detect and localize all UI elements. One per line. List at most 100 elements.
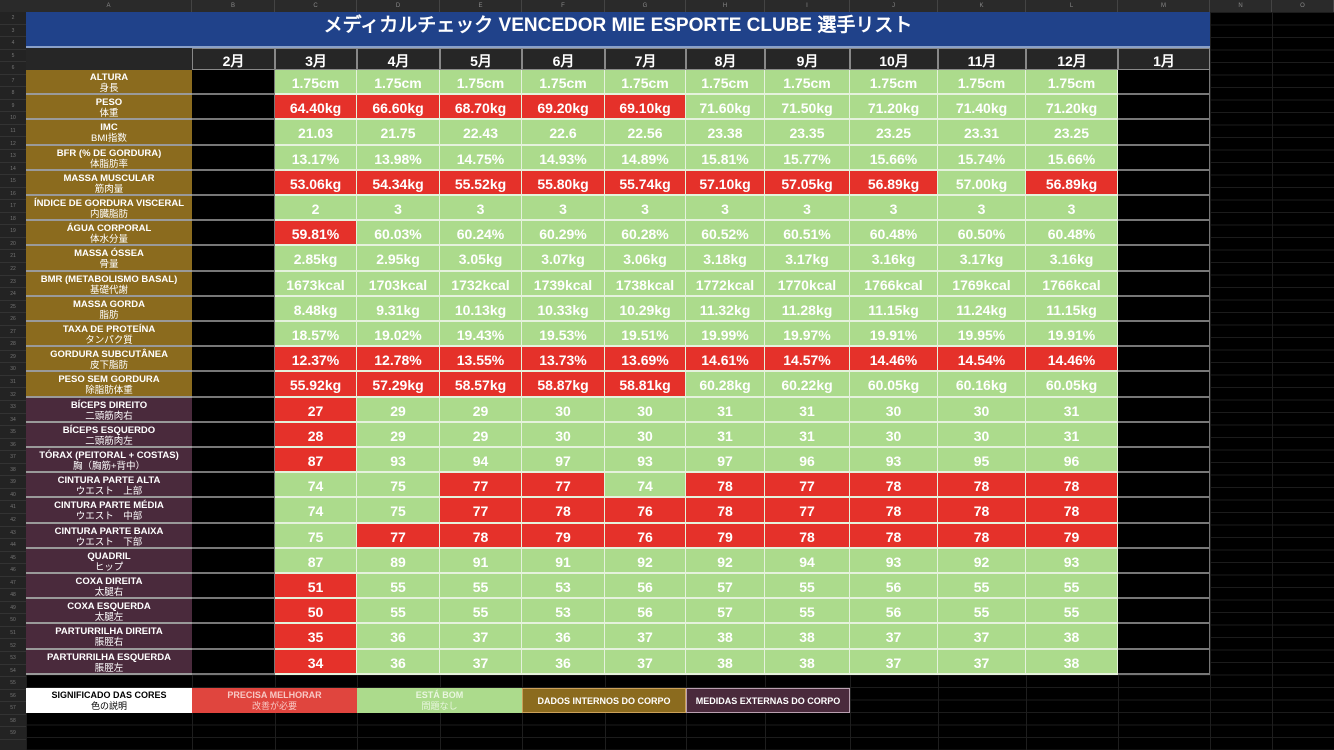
value-cell[interactable]: 60.24%: [440, 221, 522, 247]
row-number[interactable]: 5: [0, 50, 26, 63]
value-cell[interactable]: 1739kcal: [522, 271, 605, 297]
column-letter[interactable]: N: [1210, 0, 1272, 12]
value-cell[interactable]: 10.13kg: [440, 296, 522, 322]
value-cell[interactable]: 1.75cm: [440, 70, 522, 96]
row-number[interactable]: 57: [0, 702, 26, 715]
value-cell[interactable]: 19.91%: [850, 322, 938, 348]
value-cell[interactable]: 29: [440, 397, 522, 423]
value-cell[interactable]: 50: [275, 599, 357, 625]
value-cell[interactable]: 11.15kg: [850, 296, 938, 322]
value-cell[interactable]: 55: [765, 574, 850, 600]
value-cell[interactable]: 55: [938, 599, 1026, 625]
value-cell[interactable]: 31: [686, 397, 765, 423]
value-cell[interactable]: 60.05kg: [850, 372, 938, 398]
value-cell[interactable]: 31: [686, 422, 765, 448]
row-number[interactable]: 11: [0, 125, 26, 138]
value-cell-empty[interactable]: [1118, 322, 1210, 348]
value-cell[interactable]: 92: [605, 548, 686, 574]
month-header[interactable]: 10月: [850, 48, 938, 70]
row-number[interactable]: 35: [0, 426, 26, 439]
value-cell[interactable]: 36: [522, 624, 605, 650]
metric-label[interactable]: QUADRIL ヒップ: [26, 548, 192, 574]
value-cell-empty[interactable]: [192, 322, 275, 348]
value-cell-empty[interactable]: [192, 95, 275, 121]
row-number[interactable]: 19: [0, 225, 26, 238]
column-letter[interactable]: L: [1026, 0, 1118, 12]
value-cell[interactable]: 12.37%: [275, 347, 357, 373]
value-cell[interactable]: 19.91%: [1026, 322, 1118, 348]
value-cell[interactable]: 55.80kg: [522, 170, 605, 196]
column-letter[interactable]: M: [1118, 0, 1210, 12]
value-cell[interactable]: 23.35: [765, 120, 850, 146]
value-cell[interactable]: 1738kcal: [605, 271, 686, 297]
row-number[interactable]: 9: [0, 100, 26, 113]
value-cell[interactable]: 37: [605, 624, 686, 650]
value-cell[interactable]: 57: [686, 574, 765, 600]
column-letter[interactable]: F: [522, 0, 605, 12]
value-cell[interactable]: 3: [686, 196, 765, 222]
value-cell[interactable]: 15.74%: [938, 145, 1026, 171]
value-cell[interactable]: 30: [605, 422, 686, 448]
value-cell[interactable]: 78: [522, 498, 605, 524]
value-cell[interactable]: 1.75cm: [765, 70, 850, 96]
value-cell[interactable]: 35: [275, 624, 357, 650]
value-cell[interactable]: 19.99%: [686, 322, 765, 348]
value-cell-empty[interactable]: [192, 448, 275, 474]
value-cell[interactable]: 23.25: [850, 120, 938, 146]
value-cell[interactable]: 10.33kg: [522, 296, 605, 322]
value-cell[interactable]: 53.06kg: [275, 170, 357, 196]
value-cell[interactable]: 3: [605, 196, 686, 222]
value-cell[interactable]: 21.03: [275, 120, 357, 146]
value-cell-empty[interactable]: [1118, 95, 1210, 121]
value-cell[interactable]: 30: [938, 397, 1026, 423]
metric-label[interactable]: PESO SEM GORDURA 除脂肪体重: [26, 372, 192, 398]
value-cell[interactable]: 78: [938, 523, 1026, 549]
value-cell[interactable]: 19.53%: [522, 322, 605, 348]
row-number[interactable]: 45: [0, 552, 26, 565]
value-cell[interactable]: 8.48kg: [275, 296, 357, 322]
value-cell-empty[interactable]: [192, 523, 275, 549]
value-cell[interactable]: 31: [765, 397, 850, 423]
row-number[interactable]: 41: [0, 501, 26, 514]
column-letter[interactable]: C: [275, 0, 357, 12]
metric-label[interactable]: PESO 体重: [26, 95, 192, 121]
value-cell[interactable]: 75: [357, 498, 440, 524]
value-cell[interactable]: 1673kcal: [275, 271, 357, 297]
row-number[interactable]: 31: [0, 376, 26, 389]
value-cell[interactable]: 74: [605, 473, 686, 499]
value-cell[interactable]: 12.78%: [357, 347, 440, 373]
month-header[interactable]: 12月: [1026, 48, 1118, 70]
column-letter[interactable]: B: [192, 0, 275, 12]
value-cell[interactable]: 78: [938, 498, 1026, 524]
value-cell[interactable]: 36: [357, 649, 440, 675]
value-cell[interactable]: 3.18kg: [686, 246, 765, 272]
row-number[interactable]: 46: [0, 564, 26, 577]
row-number[interactable]: 59: [0, 727, 26, 740]
value-cell[interactable]: 57.05kg: [765, 170, 850, 196]
metric-label[interactable]: TÓRAX (PEITORAL + COSTAS) 胸（胸筋+背中）: [26, 448, 192, 474]
value-cell[interactable]: 60.50%: [938, 221, 1026, 247]
row-number[interactable]: 53: [0, 652, 26, 665]
value-cell[interactable]: 3.17kg: [765, 246, 850, 272]
value-cell[interactable]: 77: [440, 473, 522, 499]
value-cell[interactable]: 30: [522, 422, 605, 448]
value-cell-empty[interactable]: [192, 221, 275, 247]
value-cell[interactable]: 55.52kg: [440, 170, 522, 196]
value-cell[interactable]: 14.89%: [605, 145, 686, 171]
value-cell[interactable]: 13.17%: [275, 145, 357, 171]
value-cell[interactable]: 13.55%: [440, 347, 522, 373]
value-cell[interactable]: 11.15kg: [1026, 296, 1118, 322]
value-cell-empty[interactable]: [1118, 624, 1210, 650]
value-cell[interactable]: 1.75cm: [1026, 70, 1118, 96]
legend-external[interactable]: MEDIDAS EXTERNAS DO CORPO: [686, 688, 850, 713]
value-cell[interactable]: 78: [686, 473, 765, 499]
value-cell[interactable]: 31: [1026, 397, 1118, 423]
value-cell[interactable]: 38: [765, 649, 850, 675]
column-letter[interactable]: I: [765, 0, 850, 12]
value-cell[interactable]: 55.92kg: [275, 372, 357, 398]
metric-label[interactable]: BFR (% DE GORDURA) 体脂肪率: [26, 145, 192, 171]
row-number[interactable]: 33: [0, 401, 26, 414]
row-number[interactable]: 12: [0, 138, 26, 150]
row-number[interactable]: 55: [0, 677, 26, 690]
value-cell-empty[interactable]: [1118, 422, 1210, 448]
